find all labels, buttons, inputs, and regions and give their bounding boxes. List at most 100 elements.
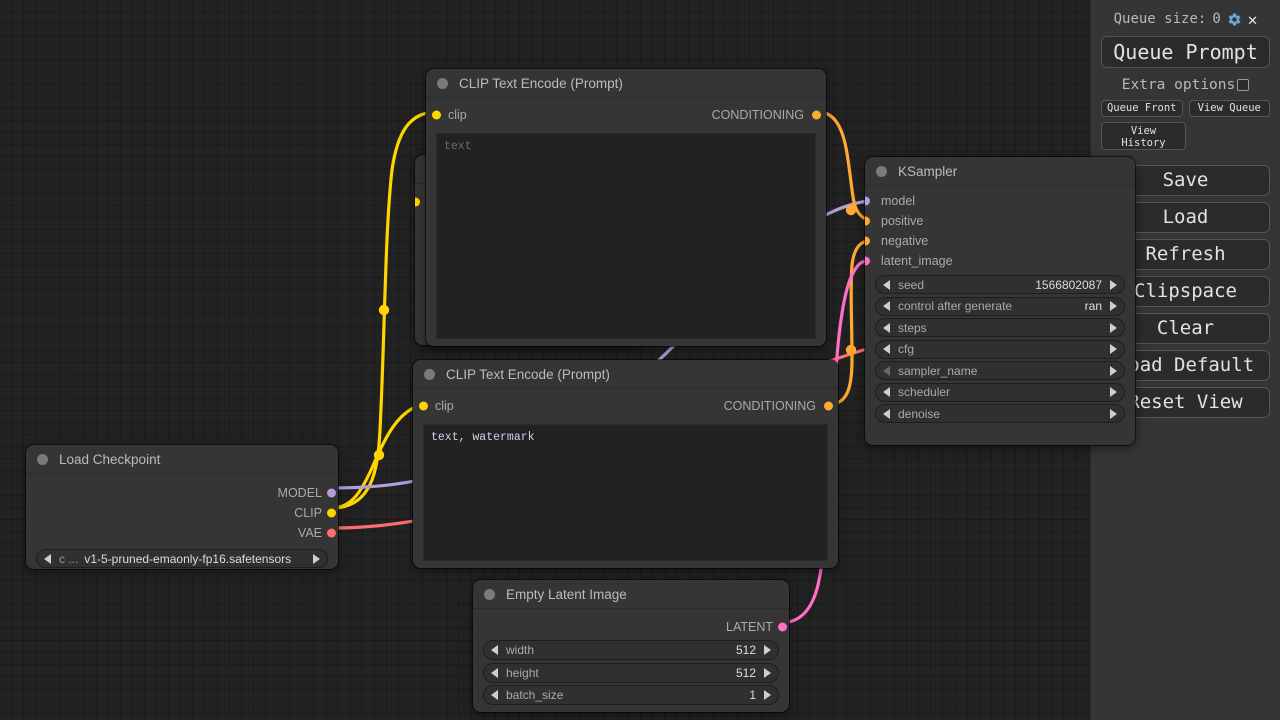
queue-size-row: Queue size: 0 ✕ — [1101, 8, 1270, 30]
clip-input-dot[interactable] — [431, 110, 441, 120]
increment-arrow-icon[interactable] — [1110, 322, 1117, 333]
widget-steps[interactable]: steps — [875, 318, 1125, 337]
prompt-textarea-negative[interactable]: text, watermark — [423, 424, 828, 561]
increment-arrow-icon[interactable] — [1110, 387, 1117, 397]
increment-arrow-icon[interactable] — [1110, 365, 1117, 376]
collapse-dot-icon[interactable] — [37, 453, 48, 465]
node-title-bar[interactable]: Load Checkpoint — [26, 445, 338, 474]
slot-label: latent_image — [881, 254, 953, 268]
view-queue-button[interactable]: View Queue — [1188, 100, 1270, 117]
queue-size-label: Queue size: — [1113, 11, 1207, 27]
increment-arrow-icon[interactable] — [1110, 408, 1117, 419]
vae-output-dot[interactable] — [327, 528, 336, 538]
latent-output-dot[interactable] — [778, 622, 787, 632]
slot-model-output[interactable]: MODEL — [26, 483, 338, 503]
slot-label: CLIP — [294, 506, 322, 520]
decrement-arrow-icon[interactable] — [491, 667, 498, 678]
widget-sampler-name[interactable]: sampler_name — [875, 361, 1125, 380]
decrement-arrow-icon[interactable] — [883, 365, 890, 376]
node-title-bar[interactable]: CLIP Text Encode (Prompt) — [426, 69, 826, 98]
decrement-arrow-icon[interactable] — [883, 279, 890, 290]
widget-label: control after generate — [898, 299, 1013, 313]
slot-clip-input[interactable]: clip CONDITIONING — [413, 394, 838, 418]
prompt-textarea-positive[interactable]: text — [436, 133, 816, 339]
node-title-bar[interactable]: Empty Latent Image — [473, 580, 789, 609]
collapse-dot-icon[interactable] — [876, 165, 887, 177]
node-clip-text-encode-negative[interactable]: CLIP Text Encode (Prompt) clip CONDITION… — [413, 360, 838, 568]
node-empty-latent-image[interactable]: Empty Latent Image LATENT width 512 heig… — [473, 580, 789, 712]
decrement-arrow-icon[interactable] — [883, 322, 890, 333]
decrement-arrow-icon[interactable] — [491, 645, 498, 655]
decrement-arrow-icon[interactable] — [883, 387, 890, 397]
slot-clip-output[interactable]: CLIP — [26, 503, 338, 523]
clip-input-dot[interactable] — [418, 401, 428, 411]
slot-clip-input[interactable]: clip CONDITIONING — [426, 103, 826, 127]
slot-latent-image-input[interactable]: latent_image — [865, 251, 1135, 271]
decrement-arrow-icon[interactable] — [883, 408, 890, 419]
increment-arrow-icon[interactable] — [764, 667, 771, 678]
slot-negative-input[interactable]: negative — [865, 231, 1135, 251]
previous-arrow-icon[interactable] — [44, 553, 51, 564]
model-output-dot[interactable] — [327, 488, 336, 498]
slot-label: CONDITIONING — [711, 108, 804, 122]
widget-value: 512 — [735, 665, 756, 680]
widget-denoise[interactable]: denoise — [875, 404, 1125, 423]
view-history-button[interactable]: View History — [1101, 122, 1186, 150]
clip-output-dot[interactable] — [327, 508, 336, 518]
slot-label: model — [881, 194, 916, 208]
node-body: clip CONDITIONING text — [426, 98, 826, 346]
slot-label: MODEL — [277, 486, 322, 500]
widget-cfg[interactable]: cfg — [875, 339, 1125, 359]
slot-label: VAE — [297, 526, 322, 540]
widget-ckpt-name[interactable]: c ... v1-5-pruned-emaonly-fp16.safetenso… — [36, 549, 328, 568]
collapse-dot-icon[interactable] — [437, 77, 448, 89]
widget-control-after-generate[interactable]: control after generate ran — [875, 296, 1125, 316]
increment-arrow-icon[interactable] — [1110, 344, 1117, 354]
decrement-arrow-icon[interactable] — [883, 344, 890, 354]
increment-arrow-icon[interactable] — [764, 690, 771, 700]
increment-arrow-icon[interactable] — [1110, 301, 1117, 311]
node-ksampler[interactable]: KSampler model positive negative latent_… — [865, 157, 1135, 445]
widget-scheduler[interactable]: scheduler — [875, 382, 1125, 402]
collapse-dot-icon[interactable] — [484, 588, 495, 600]
node-title-text: KSampler — [898, 163, 958, 179]
node-body: MODEL CLIP VAE c ... v1-5-pruned-emaonly… — [26, 474, 338, 569]
decrement-arrow-icon[interactable] — [491, 690, 498, 700]
increment-arrow-icon[interactable] — [1110, 279, 1117, 290]
slot-positive-input[interactable]: positive — [865, 211, 1135, 231]
node-title-text: Load Checkpoint — [59, 451, 161, 467]
decrement-arrow-icon[interactable] — [883, 301, 890, 311]
collapse-dot-icon[interactable] — [424, 368, 435, 380]
queue-buttons-row: Queue Front View Queue — [1101, 100, 1270, 117]
widget-width[interactable]: width 512 — [483, 640, 779, 660]
node-body: clip CONDITIONING text, watermark — [413, 389, 838, 568]
slot-latent-output[interactable]: LATENT — [473, 617, 789, 637]
node-body: LATENT width 512 height 512 — [473, 609, 789, 712]
node-title-bar[interactable]: CLIP Text Encode (Prompt) — [413, 360, 838, 389]
gear-icon[interactable] — [1227, 12, 1242, 27]
conditioning-output-dot[interactable] — [811, 110, 821, 120]
extra-options-checkbox[interactable] — [1237, 79, 1250, 91]
node-load-checkpoint[interactable]: Load Checkpoint MODEL CLIP VAE c ... v1-… — [26, 445, 338, 569]
widget-value: 1566802087 — [1035, 277, 1102, 292]
increment-arrow-icon[interactable] — [764, 645, 771, 655]
widget-label: height — [506, 665, 539, 680]
widget-label: c ... — [59, 551, 79, 566]
widget-value: 1 — [749, 688, 756, 702]
next-arrow-icon[interactable] — [313, 553, 320, 564]
slot-vae-output[interactable]: VAE — [26, 523, 338, 543]
queue-front-button[interactable]: Queue Front — [1101, 100, 1183, 117]
slot-model-input[interactable]: model — [865, 191, 1135, 211]
widget-batch-size[interactable]: batch_size 1 — [483, 685, 779, 705]
node-title-text: CLIP Text Encode (Prompt) — [459, 75, 623, 91]
node-clip-text-encode-positive[interactable]: CLIP Text Encode (Prompt) clip CONDITION… — [426, 69, 826, 346]
widget-height[interactable]: height 512 — [483, 662, 779, 683]
node-title-bar[interactable]: KSampler — [865, 157, 1135, 186]
slot-label: positive — [881, 214, 924, 228]
queue-prompt-button[interactable]: Queue Prompt — [1101, 36, 1270, 68]
widget-label: sampler_name — [898, 363, 978, 378]
slot-label: negative — [881, 234, 929, 248]
close-icon[interactable]: ✕ — [1247, 9, 1258, 29]
slot-label: clip — [448, 108, 467, 122]
widget-seed[interactable]: seed 1566802087 — [875, 275, 1125, 294]
